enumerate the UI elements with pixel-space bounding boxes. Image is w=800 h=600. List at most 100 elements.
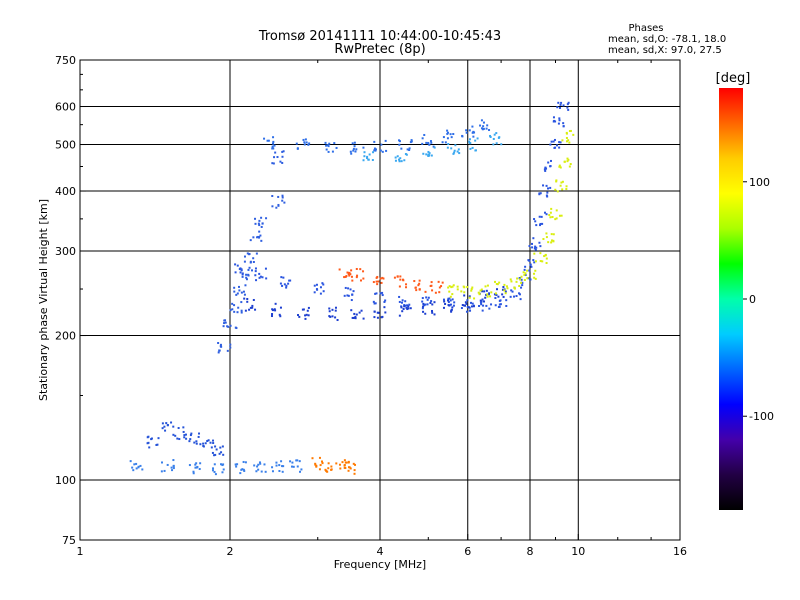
data-point (406, 308, 409, 311)
data-point (249, 260, 252, 263)
data-point (474, 139, 477, 142)
data-point (533, 272, 536, 275)
data-point (139, 464, 142, 467)
data-point (233, 304, 236, 307)
data-point (432, 145, 435, 148)
data-point (457, 148, 460, 151)
data-point (243, 469, 246, 472)
data-point (572, 133, 575, 136)
data-point (501, 288, 504, 291)
data-point (345, 275, 348, 278)
chart-title: Tromsø 20141111 10:44:00-10:45:43 (258, 29, 501, 44)
data-point (409, 307, 412, 310)
data-point (448, 290, 451, 293)
data-point (347, 294, 350, 297)
data-point (132, 469, 135, 472)
data-point (402, 308, 405, 311)
data-point (430, 281, 433, 284)
data-point (242, 468, 245, 471)
data-point (235, 465, 238, 468)
data-point (422, 310, 425, 313)
data-point (157, 437, 160, 440)
data-point (290, 465, 293, 468)
data-point (252, 298, 255, 301)
data-point (485, 293, 488, 296)
data-point (530, 265, 533, 268)
data-point (558, 146, 561, 149)
data-point (499, 299, 502, 302)
data-point (538, 193, 541, 196)
data-point (303, 143, 306, 146)
data-point (172, 433, 175, 436)
data-point (241, 468, 244, 471)
x-tick-label: 10 (571, 545, 585, 558)
data-point (313, 291, 316, 294)
data-point (254, 267, 257, 270)
data-point (213, 463, 216, 466)
data-point (334, 309, 337, 312)
data-point (486, 293, 489, 296)
data-point (353, 145, 356, 148)
data-point (363, 151, 366, 154)
data-point (506, 287, 509, 290)
data-point (495, 142, 498, 145)
data-point (533, 252, 536, 255)
data-point (521, 281, 524, 284)
data-point (542, 184, 545, 187)
data-point (381, 276, 384, 279)
data-point (195, 440, 198, 443)
data-point (285, 284, 288, 287)
data-point (398, 158, 401, 161)
data-point (444, 302, 447, 305)
data-point (241, 273, 244, 276)
data-point (176, 437, 179, 440)
data-point (190, 432, 193, 435)
data-point (188, 440, 191, 443)
data-point (297, 314, 300, 317)
data-point (246, 300, 249, 303)
data-point (131, 466, 134, 469)
data-point (401, 278, 404, 281)
data-point (374, 148, 377, 151)
data-point (546, 195, 549, 198)
data-point (227, 325, 230, 328)
data-point (355, 313, 358, 316)
data-point (239, 472, 242, 475)
data-point (278, 313, 281, 316)
data-point (281, 199, 284, 202)
data-point (271, 147, 274, 150)
data-point (343, 464, 346, 467)
data-point (195, 462, 198, 465)
data-point (282, 465, 285, 468)
data-point (259, 234, 262, 237)
data-point (257, 463, 260, 466)
data-point (260, 470, 263, 473)
data-point (353, 141, 356, 144)
data-point (535, 246, 538, 249)
data-point (447, 301, 450, 304)
data-point (182, 426, 185, 429)
data-point (569, 129, 572, 132)
data-point (483, 290, 486, 293)
data-point (442, 306, 445, 309)
y-tick-label: 200 (55, 330, 76, 343)
data-point (510, 289, 513, 292)
data-point (265, 217, 268, 220)
data-point (565, 188, 568, 191)
data-point (559, 106, 562, 109)
data-point (529, 264, 532, 267)
colorbar-gradient (719, 88, 743, 510)
data-point (456, 288, 459, 291)
data-point (271, 466, 274, 469)
data-point (447, 299, 450, 302)
data-point (443, 300, 446, 303)
data-point (254, 274, 257, 277)
data-point (231, 302, 234, 305)
data-point (520, 286, 523, 289)
data-point (137, 466, 140, 469)
data-point (288, 279, 291, 282)
data-point (430, 154, 433, 157)
data-point (379, 292, 382, 295)
data-point (471, 146, 474, 149)
data-point (355, 267, 358, 270)
